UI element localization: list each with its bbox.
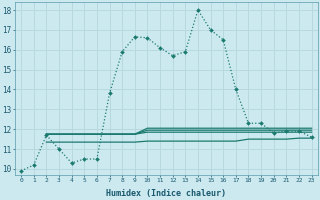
X-axis label: Humidex (Indice chaleur): Humidex (Indice chaleur) xyxy=(106,189,226,198)
